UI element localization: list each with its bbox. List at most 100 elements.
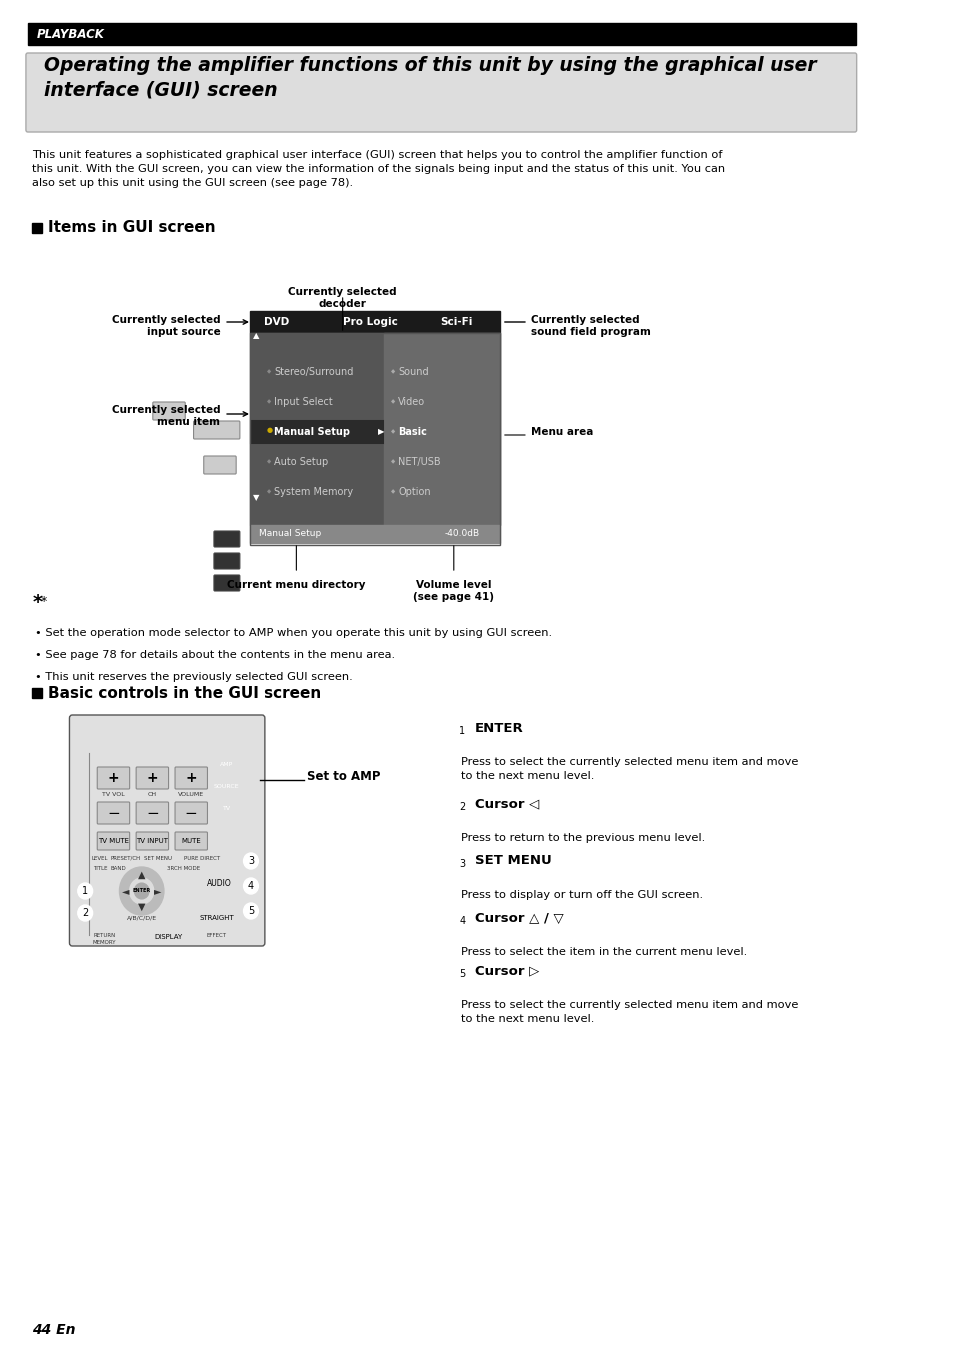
Text: 5: 5	[458, 969, 465, 979]
Text: PURE DIRECT: PURE DIRECT	[184, 856, 220, 861]
Circle shape	[454, 965, 470, 983]
Text: Currently selected
menu item: Currently selected menu item	[112, 404, 220, 427]
Circle shape	[78, 883, 92, 899]
Text: ►: ►	[153, 886, 161, 896]
Text: Option: Option	[397, 487, 431, 497]
Text: −: −	[107, 806, 120, 821]
Bar	[28, 23, 855, 44]
Text: +: +	[185, 771, 197, 785]
Text: PRESET/CH: PRESET/CH	[111, 856, 141, 861]
Text: 4: 4	[248, 882, 253, 891]
Text: Input Select: Input Select	[274, 398, 333, 407]
Text: VOLUME: VOLUME	[178, 793, 204, 797]
FancyBboxPatch shape	[97, 832, 130, 851]
Text: ◆: ◆	[391, 460, 395, 465]
Bar	[250, 524, 499, 543]
Text: This unit features a sophisticated graphical user interface (GUI) screen that he: This unit features a sophisticated graph…	[32, 150, 725, 187]
Text: A/B/C/D/E: A/B/C/D/E	[127, 917, 156, 921]
FancyBboxPatch shape	[213, 553, 239, 569]
FancyBboxPatch shape	[174, 767, 207, 789]
FancyBboxPatch shape	[193, 421, 239, 439]
FancyBboxPatch shape	[204, 456, 236, 474]
Text: 2: 2	[458, 802, 465, 811]
Text: Menu area: Menu area	[530, 427, 593, 437]
Text: Current menu directory: Current menu directory	[227, 580, 365, 590]
Text: RETURN: RETURN	[93, 933, 115, 938]
Text: ▼: ▼	[138, 902, 145, 913]
Text: System Memory: System Memory	[274, 487, 353, 497]
Text: ◆: ◆	[391, 369, 395, 375]
Text: • Set the operation mode selector to AMP when you operate this unit by using GUI: • Set the operation mode selector to AMP…	[35, 628, 552, 638]
Text: Video: Video	[397, 398, 425, 407]
Text: ◄: ◄	[122, 886, 130, 896]
Text: MUTE: MUTE	[181, 838, 201, 844]
Circle shape	[78, 905, 92, 921]
Text: PLAYBACK: PLAYBACK	[37, 27, 105, 40]
Text: Operating the amplifier functions of this unit by using the graphical user
inter: Operating the amplifier functions of thi…	[45, 57, 816, 100]
Text: SET MENU: SET MENU	[144, 856, 172, 861]
Text: 1: 1	[82, 886, 89, 896]
FancyBboxPatch shape	[97, 802, 130, 824]
FancyBboxPatch shape	[213, 531, 239, 547]
Text: ▲: ▲	[138, 869, 145, 880]
Text: +: +	[108, 771, 119, 785]
Text: ◆: ◆	[391, 399, 395, 404]
Text: Sci-Fi: Sci-Fi	[439, 317, 472, 328]
Text: STRAIGHT: STRAIGHT	[199, 915, 233, 921]
FancyBboxPatch shape	[152, 402, 185, 421]
Text: +: +	[147, 771, 158, 785]
Text: Volume level
(see page 41): Volume level (see page 41)	[413, 580, 494, 603]
Text: TV: TV	[223, 806, 231, 811]
Bar	[32, 222, 42, 233]
Text: Auto Setup: Auto Setup	[274, 457, 328, 466]
Text: SET MENU: SET MENU	[475, 855, 551, 868]
Text: 3: 3	[248, 856, 253, 865]
Text: ◆: ◆	[267, 369, 271, 375]
Circle shape	[454, 855, 470, 874]
Text: • This unit reserves the previously selected GUI screen.: • This unit reserves the previously sele…	[35, 673, 353, 682]
Text: Press to return to the previous menu level.: Press to return to the previous menu lev…	[460, 833, 704, 842]
Text: Items in GUI screen: Items in GUI screen	[48, 221, 215, 236]
FancyBboxPatch shape	[70, 714, 265, 946]
Text: MEMORY: MEMORY	[92, 940, 116, 945]
Text: 1: 1	[458, 727, 465, 736]
Text: ◆: ◆	[391, 489, 395, 495]
Circle shape	[119, 867, 164, 915]
Text: Currently selected
sound field program: Currently selected sound field program	[530, 315, 650, 337]
Bar	[32, 687, 42, 698]
FancyBboxPatch shape	[136, 802, 169, 824]
Circle shape	[134, 883, 149, 899]
Text: Basic controls in the GUI screen: Basic controls in the GUI screen	[48, 686, 321, 701]
Text: TV MUTE: TV MUTE	[98, 838, 129, 844]
Text: TITLE: TITLE	[92, 865, 107, 871]
Text: Basic: Basic	[397, 427, 427, 437]
Text: DVD: DVD	[264, 317, 289, 328]
Text: EFFECT: EFFECT	[207, 933, 227, 938]
Bar	[250, 311, 499, 333]
Text: Sound: Sound	[397, 367, 429, 377]
Circle shape	[243, 903, 258, 919]
Text: −: −	[185, 806, 197, 821]
Circle shape	[454, 913, 470, 930]
Text: ENTER: ENTER	[475, 721, 523, 735]
Text: ▲: ▲	[253, 332, 259, 340]
Text: • See page 78 for details about the contents in the menu area.: • See page 78 for details about the cont…	[35, 650, 395, 661]
Bar	[250, 333, 499, 524]
Text: Cursor ▷: Cursor ▷	[475, 965, 538, 977]
FancyBboxPatch shape	[97, 767, 130, 789]
Text: -40.0dB: -40.0dB	[444, 530, 479, 538]
Text: Press to display or turn off the GUI screen.: Press to display or turn off the GUI scr…	[460, 890, 702, 900]
Text: 3: 3	[458, 859, 465, 869]
Text: NET/USB: NET/USB	[397, 457, 440, 466]
Text: −: −	[146, 806, 158, 821]
Text: Manual Setup: Manual Setup	[259, 530, 321, 538]
Text: ENTER: ENTER	[132, 888, 151, 894]
Text: Set to AMP: Set to AMP	[306, 771, 379, 783]
Text: CH: CH	[148, 793, 156, 797]
Text: Press to select the currently selected menu item and move
to the next menu level: Press to select the currently selected m…	[460, 758, 798, 780]
Text: TV INPUT: TV INPUT	[136, 838, 168, 844]
Text: TV VOL: TV VOL	[102, 793, 125, 797]
Text: LEVEL: LEVEL	[91, 856, 108, 861]
FancyBboxPatch shape	[136, 832, 169, 851]
Text: ◆: ◆	[267, 460, 271, 465]
